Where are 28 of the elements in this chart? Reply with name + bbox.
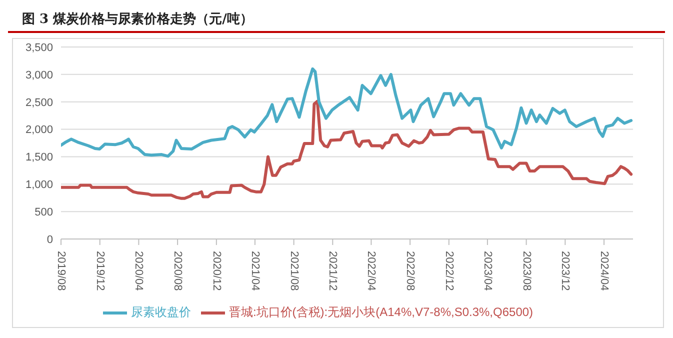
x-tick-label: 2020/12: [210, 251, 222, 291]
y-tick-label: 3,000: [25, 69, 53, 82]
x-tick-label: 2020/04: [132, 251, 145, 291]
x-tick-label: 2019/12: [94, 251, 106, 291]
x-tick-label: 2023/08: [520, 251, 532, 291]
y-tick-label: 1,500: [25, 152, 53, 164]
x-tick-label: 2020/08: [172, 251, 184, 291]
y-tick-label: 3,500: [25, 42, 53, 54]
y-tick-label: 0: [46, 234, 53, 246]
x-tick-label: 2021/04: [248, 251, 261, 291]
x-tick-label: 2021/08: [288, 251, 300, 291]
x-tick-label: 2019/08: [55, 251, 67, 291]
x-tick-label: 2022/08: [404, 251, 416, 291]
legend-label: 尿素收盘价: [130, 305, 191, 320]
x-tick-label: 2022/12: [442, 251, 455, 291]
legend-label: 晋城:坑口价(含税):无烟小块(A14%,V7-8%,S0.3%,Q6500): [228, 305, 534, 320]
y-tick-label: 1,000: [25, 179, 53, 192]
y-tick-label: 500: [34, 206, 53, 218]
x-tick-label: 2021/12: [326, 251, 339, 291]
x-tick-label: 2023/12: [559, 251, 572, 291]
x-tick-label: 2024/04: [598, 251, 610, 291]
chart-title: 图 3 煤炭价格与尿素价格走势（元/吨）: [8, 8, 665, 33]
y-tick-label: 2,000: [25, 124, 53, 136]
line-series: [61, 67, 633, 158]
x-tick-label: 2022/04: [365, 251, 378, 291]
y-tick-label: 2,500: [25, 96, 53, 109]
x-tick-label: 2023/04: [481, 251, 494, 291]
line-series: [61, 100, 633, 200]
